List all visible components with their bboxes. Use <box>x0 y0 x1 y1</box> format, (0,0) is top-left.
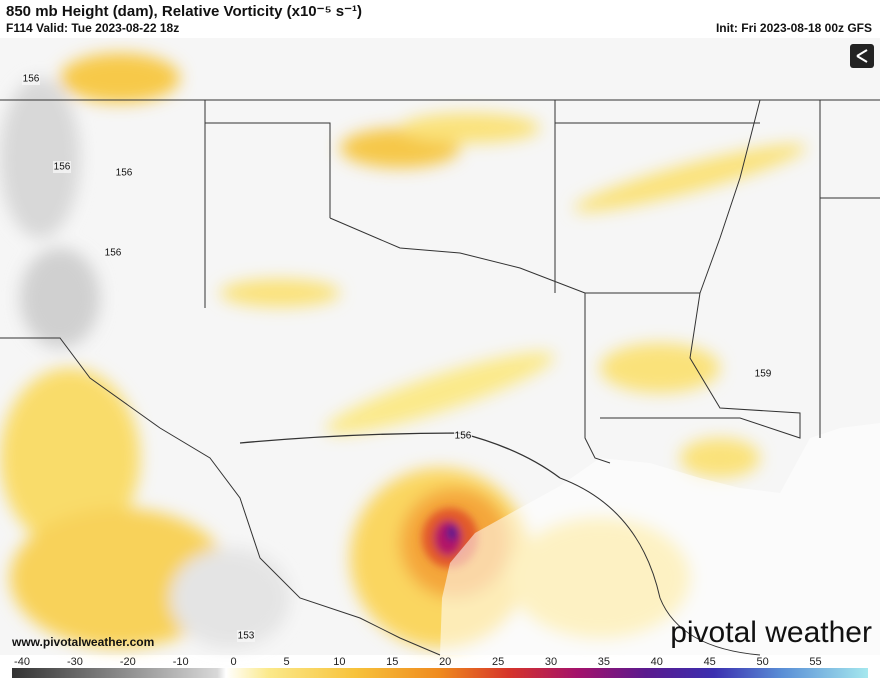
contour-label: 153 <box>238 631 255 642</box>
gulf-of-mexico <box>440 423 880 655</box>
colorbar <box>12 668 868 678</box>
colorbar-tick-label: -30 <box>67 656 83 668</box>
website: www.pivotalweather.com <box>11 635 154 649</box>
colorbar-tick-label: 30 <box>545 656 557 668</box>
contour-label-bg <box>104 247 122 259</box>
contour-label: 156 <box>54 162 71 173</box>
contour-label: 156 <box>455 431 472 442</box>
borders <box>0 99 880 656</box>
contour-label-bg <box>754 368 772 380</box>
contour-label-bg <box>454 430 472 442</box>
colorbar-tick-label: 35 <box>598 656 610 668</box>
colorbar-tick-label: -40 <box>14 656 30 668</box>
share-button[interactable] <box>850 44 874 68</box>
contour-label-bg <box>115 167 133 179</box>
colorbar-tick-label: 15 <box>386 656 398 668</box>
colorbar-tick-label: 45 <box>704 656 716 668</box>
map-title: 850 mb Height (dam), Relative Vorticity … <box>6 3 363 20</box>
init-time: Init: Fri 2023-08-18 00z GFS <box>715 21 872 35</box>
contour-label-bg <box>53 161 71 173</box>
colorbar-tick-label: 25 <box>492 656 504 668</box>
contour-label-bg <box>237 630 255 642</box>
colorbar-tick-label: 5 <box>283 656 289 668</box>
colorbar-tick-label: 10 <box>333 656 345 668</box>
colorbar-tick-label: 20 <box>439 656 451 668</box>
contour-label: 156 <box>116 168 133 179</box>
colorbar-tick-label: 40 <box>651 656 663 668</box>
contour-label: 156 <box>23 74 40 85</box>
logo: pivotal weather <box>670 616 872 649</box>
colorbar-tick-label: -20 <box>120 656 136 668</box>
map: www.pivotalweather.com pivotal weather 1… <box>0 38 880 678</box>
valid-time: F114 Valid: Tue 2023-08-22 18z <box>6 21 180 35</box>
colorbar-tick-label: 55 <box>809 656 821 668</box>
contour-label-bg <box>22 73 40 85</box>
contour-label: 156 <box>105 248 122 259</box>
colorbar-tick-label: 0 <box>231 656 237 668</box>
colorbar-tick-label: 50 <box>756 656 768 668</box>
colorbar-tick-label: -10 <box>173 656 189 668</box>
contour-label: 159 <box>755 369 772 380</box>
